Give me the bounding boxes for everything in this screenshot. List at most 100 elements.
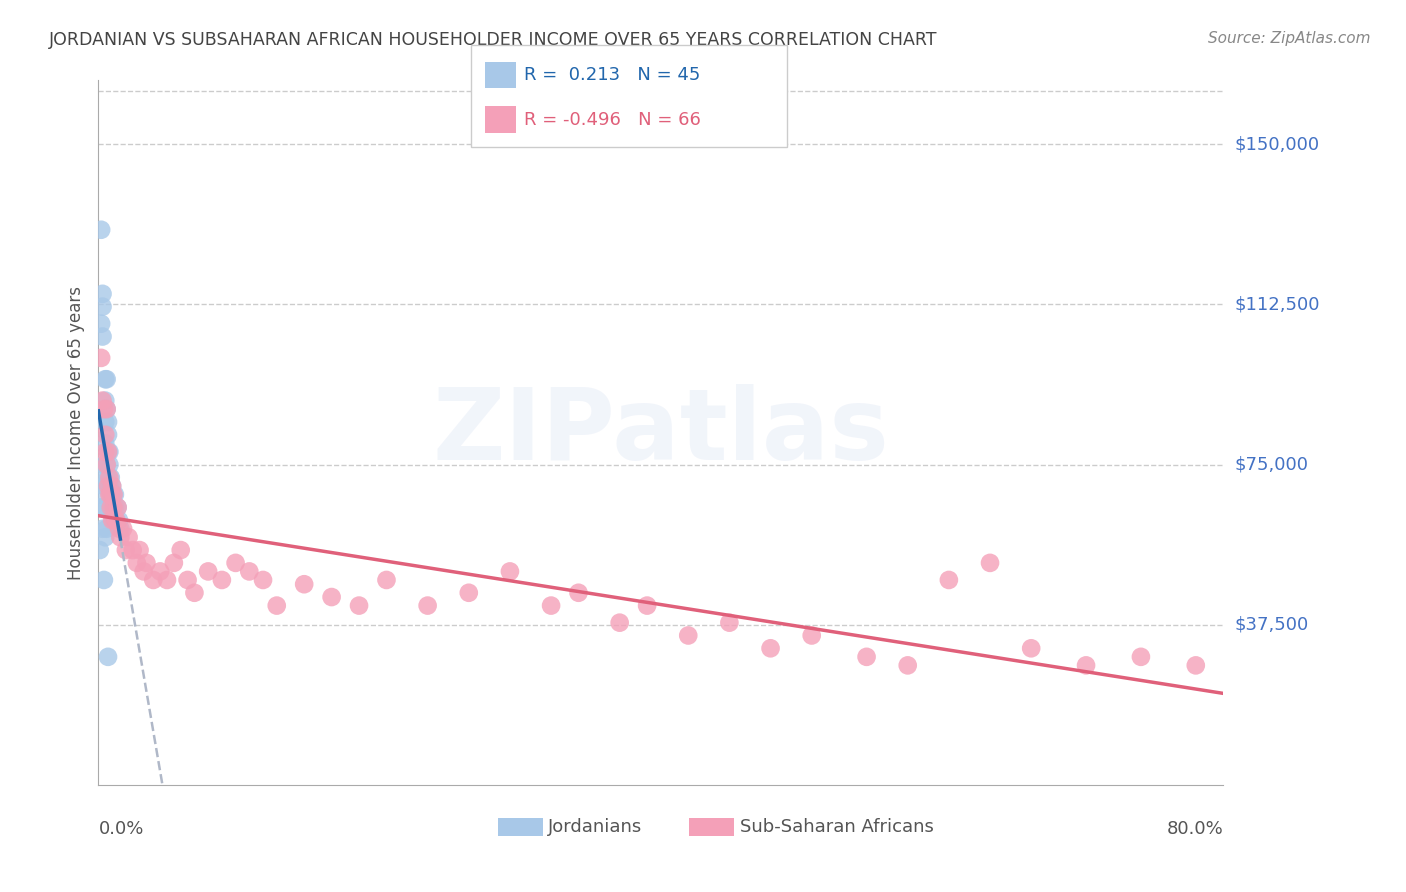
Point xyxy=(718,615,741,630)
Point xyxy=(678,628,700,642)
Point xyxy=(89,543,111,558)
Point xyxy=(101,479,124,493)
Point xyxy=(108,513,131,527)
Point xyxy=(197,565,219,579)
Point xyxy=(636,599,658,613)
Point xyxy=(107,500,129,515)
Point xyxy=(93,573,115,587)
Point xyxy=(94,530,117,544)
Point xyxy=(112,522,135,536)
Point xyxy=(979,556,1001,570)
Point xyxy=(105,513,128,527)
Point xyxy=(252,573,274,587)
Point xyxy=(98,470,121,484)
Point xyxy=(104,513,127,527)
Point xyxy=(104,500,127,515)
Text: $112,500: $112,500 xyxy=(1234,295,1320,313)
Point xyxy=(176,573,198,587)
Text: 0.0%: 0.0% xyxy=(98,821,143,838)
Point xyxy=(96,372,118,386)
Y-axis label: Householder Income Over 65 years: Householder Income Over 65 years xyxy=(66,285,84,580)
Point xyxy=(321,590,343,604)
Point xyxy=(94,427,117,442)
Point xyxy=(94,393,117,408)
Point xyxy=(1184,658,1206,673)
Point xyxy=(266,599,288,613)
Point xyxy=(98,487,121,501)
Point xyxy=(1074,658,1097,673)
Text: Source: ZipAtlas.com: Source: ZipAtlas.com xyxy=(1208,31,1371,46)
Point xyxy=(90,223,112,237)
Point xyxy=(121,543,143,558)
Point xyxy=(1019,641,1042,656)
Text: $37,500: $37,500 xyxy=(1234,615,1309,634)
Point xyxy=(108,522,131,536)
Point xyxy=(94,415,117,429)
Point xyxy=(938,573,960,587)
Point xyxy=(347,599,370,613)
Point xyxy=(93,479,115,493)
Point xyxy=(101,513,124,527)
Point xyxy=(91,522,114,536)
Point xyxy=(163,556,186,570)
Text: ZIPatlas: ZIPatlas xyxy=(433,384,889,481)
Point xyxy=(100,487,122,501)
Text: R = -0.496   N = 66: R = -0.496 N = 66 xyxy=(524,111,702,128)
Point xyxy=(156,573,179,587)
Point xyxy=(457,586,479,600)
Point xyxy=(90,351,112,365)
Text: $150,000: $150,000 xyxy=(1234,136,1319,153)
Point xyxy=(89,500,111,515)
Point xyxy=(90,487,112,501)
Point xyxy=(98,479,121,493)
Point xyxy=(183,586,205,600)
Point xyxy=(93,500,115,515)
Point xyxy=(101,479,124,493)
Point xyxy=(100,470,122,484)
Point xyxy=(97,427,120,442)
Point xyxy=(98,458,121,472)
Point xyxy=(132,565,155,579)
Point xyxy=(416,599,439,613)
Point xyxy=(101,500,124,515)
Point xyxy=(91,470,114,484)
Point xyxy=(499,565,522,579)
Point xyxy=(96,458,118,472)
Point xyxy=(170,543,193,558)
Point xyxy=(375,573,398,587)
Point xyxy=(96,458,118,472)
Point xyxy=(100,500,122,515)
Text: R =  0.213   N = 45: R = 0.213 N = 45 xyxy=(524,66,700,84)
Point xyxy=(97,649,120,664)
Point xyxy=(96,402,118,417)
Point xyxy=(97,479,120,493)
Point xyxy=(96,522,118,536)
Point xyxy=(292,577,315,591)
Text: Jordanians: Jordanians xyxy=(548,818,643,836)
Point xyxy=(609,615,631,630)
Point xyxy=(115,543,138,558)
Point xyxy=(855,649,877,664)
Point xyxy=(91,286,114,301)
Point xyxy=(94,445,117,459)
Point xyxy=(142,573,165,587)
Text: $75,000: $75,000 xyxy=(1234,456,1309,474)
Point xyxy=(125,556,148,570)
Point xyxy=(103,500,125,515)
Point xyxy=(149,565,172,579)
Point xyxy=(91,329,114,343)
Point xyxy=(540,599,562,613)
Point xyxy=(103,487,125,501)
Point xyxy=(91,393,114,408)
Point xyxy=(100,487,122,501)
Point xyxy=(225,556,247,570)
Text: JORDANIAN VS SUBSAHARAN AFRICAN HOUSEHOLDER INCOME OVER 65 YEARS CORRELATION CHA: JORDANIAN VS SUBSAHARAN AFRICAN HOUSEHOL… xyxy=(49,31,938,49)
Point xyxy=(567,586,589,600)
Text: Sub-Saharan Africans: Sub-Saharan Africans xyxy=(740,818,934,836)
Text: 80.0%: 80.0% xyxy=(1167,821,1223,838)
Point xyxy=(800,628,823,642)
Point xyxy=(97,445,120,459)
Point xyxy=(104,487,127,501)
Point xyxy=(100,500,122,515)
Point xyxy=(94,372,117,386)
